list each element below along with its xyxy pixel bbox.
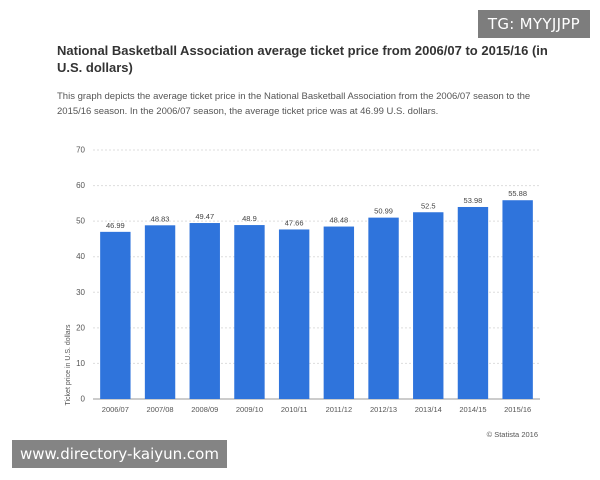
bar (100, 231, 131, 399)
bar (189, 223, 220, 399)
x-axis-ticks: 2006/07 2007/08 2008/09 2009/10 2010/11 2011/… (102, 405, 531, 414)
bar (323, 226, 355, 399)
chart-description: This graph depicts the average ticket pr… (57, 91, 531, 117)
source-credit: © Statista 2016 (486, 430, 538, 439)
y-axis-title: Ticket price in U.S. dollars (65, 324, 72, 406)
bar (502, 200, 533, 399)
x-tick-label: 2015/16 (504, 405, 531, 414)
x-tick-label: 2013/14 (415, 405, 442, 414)
y-tick-label: 70 (76, 146, 85, 155)
bar-chart: 0 10 20 30 40 50 60 70 46.99 48.83 49.47 48.9 47.66… (65, 146, 540, 414)
data-label: 47.66 (285, 218, 304, 227)
y-tick-label: 50 (76, 217, 85, 226)
data-label: 55.88 (508, 189, 527, 198)
data-label: 46.99 (106, 221, 125, 230)
x-tick-label: 2010/11 (281, 405, 308, 414)
data-label: 53.98 (464, 196, 483, 205)
bar (234, 225, 265, 399)
bars (100, 200, 533, 399)
data-label: 48.48 (329, 216, 348, 225)
watermark-bottom: www.directory-kaiyun.com (12, 440, 227, 468)
bar (144, 225, 176, 399)
data-label: 49.47 (195, 212, 214, 221)
x-tick-label: 2009/10 (236, 405, 263, 414)
data-label: 52.5 (421, 201, 436, 210)
data-labels: 46.99 48.83 49.47 48.9 47.66 48.48 50.99 52.5 53… (106, 189, 527, 230)
data-label: 48.9 (242, 214, 257, 223)
x-tick-label: 2007/08 (146, 405, 173, 414)
data-label: 48.83 (151, 214, 170, 223)
y-tick-label: 20 (76, 323, 85, 332)
chart-title: National Basketball Association average … (57, 43, 548, 75)
x-tick-label: 2008/09 (191, 405, 218, 414)
bar (368, 217, 399, 399)
x-tick-label: 2014/15 (459, 405, 486, 414)
y-tick-label: 0 (81, 395, 86, 404)
x-tick-label: 2011/12 (326, 405, 353, 414)
y-tick-label: 10 (76, 359, 85, 368)
x-tick-label: 2006/07 (102, 405, 129, 414)
bar (413, 212, 444, 399)
y-axis-ticks: 0 10 20 30 40 50 60 70 (76, 146, 85, 404)
y-tick-label: 60 (76, 181, 85, 190)
data-label: 50.99 (374, 207, 393, 216)
bar (457, 206, 489, 399)
watermark-top: TG: MYYJJPP (477, 10, 590, 38)
y-tick-label: 30 (76, 288, 85, 297)
x-tick-label: 2012/13 (370, 405, 397, 414)
y-tick-label: 40 (76, 252, 85, 261)
bar (278, 229, 310, 399)
